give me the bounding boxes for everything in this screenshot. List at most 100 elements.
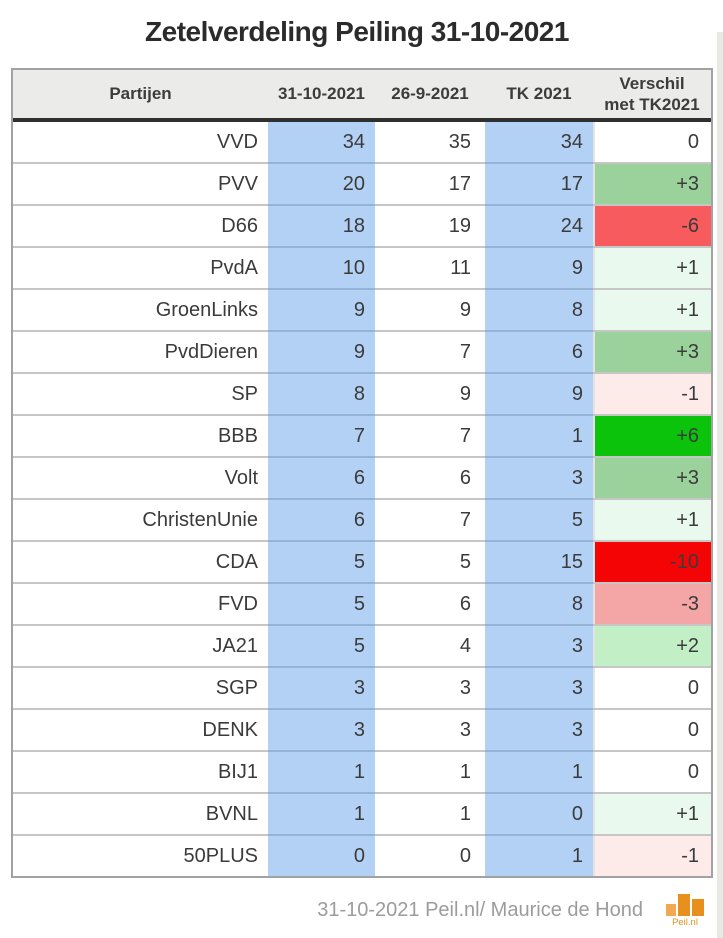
verschil-cell: +1 [593,794,711,834]
party-cell: PVV [217,172,258,195]
verschil-cell: +1 [593,290,711,330]
tk2021-cell: 8 [571,592,583,615]
table-row: SGP 3 3 3 0 [13,668,711,710]
verschil-cell: -1 [593,836,711,876]
table-row: JA21 5 4 3 +2 [13,626,711,668]
party-cell: GroenLinks [155,298,258,321]
bar-chart-icon [666,893,704,916]
column-header-verschil: Verschil met TK2021 [593,70,711,118]
poll-31-10-cell: 3 [353,718,365,741]
table-row: DENK 3 3 3 0 [13,710,711,752]
party-cell: SGP [215,676,258,699]
poll-31-10-cell: 5 [353,634,365,657]
verschil-cell: +3 [593,458,711,498]
verschil-cell: +3 [593,332,711,372]
verschil-cell: +2 [593,626,711,666]
poll-26-9-cell: 7 [459,424,471,447]
table-body: VVD 34 35 34 0 PVV 20 17 17 +3 D66 18 19… [13,122,711,876]
bar-chart-icon-bar-medium [692,898,704,916]
poll-31-10-cell: 0 [353,844,365,867]
party-cell: BVNL [205,802,258,825]
poll-31-10-cell: 6 [353,466,365,489]
table-row: PvdDieren 9 7 6 +3 [13,332,711,374]
table-row: PVV 20 17 17 +3 [13,164,711,206]
poll-26-9-cell: 1 [459,802,471,825]
party-cell: SP [231,382,258,405]
highlight-band-tk2021-column [485,122,593,876]
tk2021-cell: 15 [560,550,583,573]
column-header-tk-2021: TK 2021 [506,84,572,103]
page-edge-strip [717,32,723,938]
table-row: BBB 7 7 1 +6 [13,416,711,458]
party-cell: PvdA [210,256,258,279]
poll-31-10-cell: 1 [353,802,365,825]
poll-26-9-cell: 11 [450,256,471,279]
poll-31-10-cell: 5 [353,550,365,573]
tk2021-cell: 34 [560,130,583,153]
tk2021-cell: 9 [571,382,583,405]
tk2021-cell: 24 [560,214,583,237]
column-header-partijen: Partijen [109,84,172,103]
poll-26-9-cell: 1 [459,760,471,783]
poll-31-10-cell: 3 [353,676,365,699]
tk2021-cell: 1 [571,424,583,447]
poll-26-9-cell: 0 [459,844,471,867]
tk2021-cell: 6 [571,340,583,363]
poll-31-10-cell: 34 [342,130,365,153]
verschil-cell: +1 [593,500,711,540]
column-header-31-10-2021: 31-10-2021 [278,84,365,103]
verschil-cell: -1 [593,374,711,414]
poll-31-10-cell: 10 [342,256,365,279]
bar-chart-icon-bar-tall [678,893,690,916]
table-row: BVNL 1 1 0 +1 [13,794,711,836]
column-header-verschil-line2: met TK2021 [604,95,700,114]
poll-26-9-cell: 9 [459,382,471,405]
tk2021-cell: 1 [571,760,583,783]
poll-26-9-cell: 7 [459,508,471,531]
poll-26-9-cell: 6 [459,592,471,615]
peil-nl-logo: Peil.nl [663,893,707,928]
verschil-cell: -3 [593,584,711,624]
party-cell: D66 [221,214,258,237]
party-cell: 50PLUS [183,844,259,867]
table-row: ChristenUnie 6 7 5 +1 [13,500,711,542]
poll-31-10-cell: 6 [353,508,365,531]
poll-26-9-cell: 4 [459,634,471,657]
poll-31-10-cell: 7 [353,424,365,447]
party-cell: BIJ1 [217,760,258,783]
verschil-cell: 0 [593,122,711,162]
page-title: Zetelverdeling Peiling 31-10-2021 [145,16,569,47]
poll-31-10-cell: 9 [353,298,365,321]
tk2021-cell: 9 [571,256,583,279]
verschil-cell: -6 [593,206,711,246]
party-cell: FVD [218,592,258,615]
tk2021-cell: 0 [571,802,583,825]
poll-26-9-cell: 3 [459,676,471,699]
poll-26-9-cell: 3 [459,718,471,741]
party-cell: Volt [224,466,258,489]
table-row: GroenLinks 9 9 8 +1 [13,290,711,332]
column-header-26-9-2021: 26-9-2021 [391,84,469,103]
poll-table: Partijen 31-10-2021 26-9-2021 TK 2021 Ve… [11,68,713,878]
poll-31-10-cell: 5 [353,592,365,615]
tk2021-cell: 3 [571,634,583,657]
verschil-cell: 0 [593,668,711,708]
verschil-cell: 0 [593,752,711,792]
verschil-cell: 0 [593,710,711,750]
party-cell: PvdDieren [164,340,258,363]
tk2021-cell: 17 [560,172,583,195]
verschil-cell: -10 [593,542,711,582]
poll-31-10-cell: 20 [342,172,365,195]
poll-26-9-cell: 5 [459,550,471,573]
peil-nl-logo-text: Peil.nl [672,916,698,928]
table-row: D66 18 19 24 -6 [13,206,711,248]
party-cell: BBB [217,424,258,447]
poll-31-10-cell: 1 [353,760,365,783]
tk2021-cell: 5 [571,508,583,531]
party-cell: CDA [215,550,258,573]
verschil-cell: +6 [593,416,711,456]
poll-31-10-cell: 9 [353,340,365,363]
poll-26-9-cell: 19 [448,214,471,237]
poll-26-9-cell: 17 [448,172,471,195]
